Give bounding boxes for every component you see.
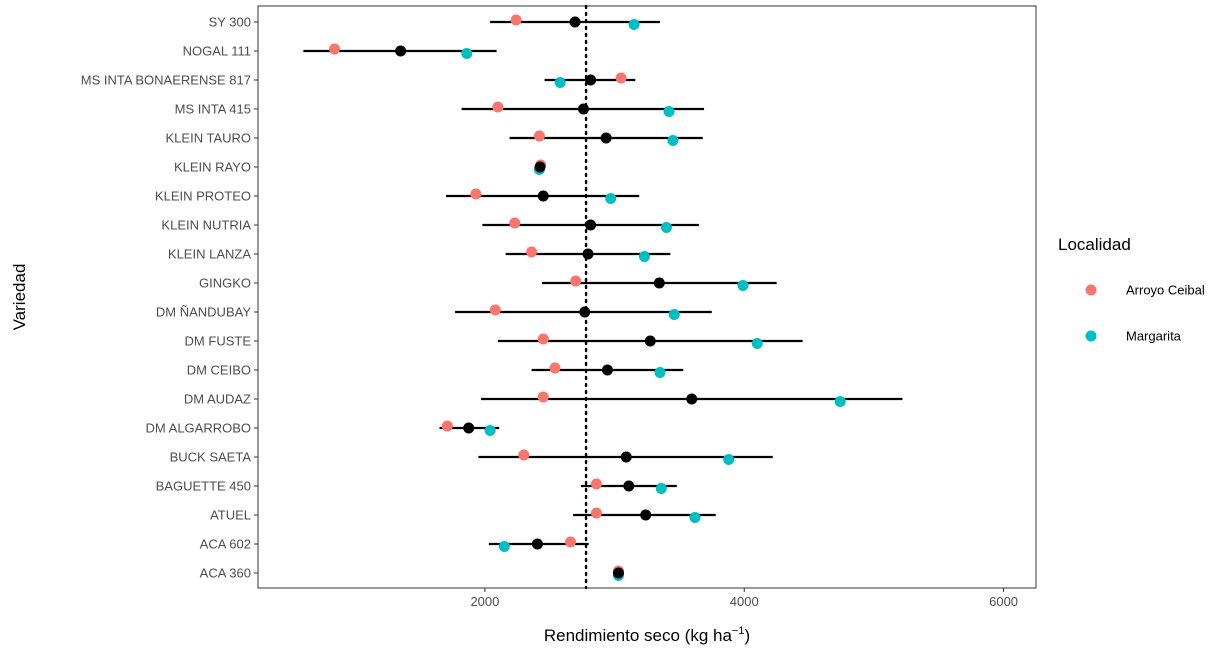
point-arroyo-ceibal <box>441 420 453 432</box>
y-tick-label: MS INTA BONAERENSE 817 <box>81 73 251 88</box>
point-arroyo-ceibal <box>489 304 501 316</box>
point-margarita <box>668 309 680 320</box>
point-mean <box>601 364 613 376</box>
point-margarita <box>737 280 749 291</box>
point-mean <box>577 103 589 115</box>
point-margarita <box>655 483 667 494</box>
point-arroyo-ceibal <box>564 536 576 548</box>
point-arroyo-ceibal <box>590 507 602 519</box>
point-mean <box>600 132 612 144</box>
point-arroyo-ceibal <box>329 43 341 55</box>
point-margarita <box>638 251 650 262</box>
point-margarita <box>723 454 735 465</box>
point-margarita <box>554 77 566 88</box>
plot-panel <box>257 5 1037 589</box>
point-arroyo-ceibal <box>570 275 582 287</box>
y-tick-label: DM AUDAZ <box>184 392 251 407</box>
point-margarita <box>461 48 473 59</box>
point-arroyo-ceibal <box>510 14 522 26</box>
point-arroyo-ceibal <box>533 130 545 142</box>
point-arroyo-ceibal <box>615 72 627 84</box>
x-axis-title-suffix: ) <box>744 626 750 645</box>
point-mean <box>395 45 407 57</box>
x-axis-title-superscript: −1 <box>732 625 745 637</box>
point-margarita <box>498 541 510 552</box>
y-tick-label: DM ÑANDUBAY <box>156 305 251 320</box>
point-margarita <box>605 193 617 204</box>
y-tick-label: KLEIN PROTEO <box>155 189 251 204</box>
y-axis-title: Variedad <box>10 264 29 331</box>
point-arroyo-ceibal <box>509 217 521 229</box>
point-mean <box>579 306 591 318</box>
x-tick-label: 4000 <box>730 594 759 609</box>
point-mean <box>686 393 698 405</box>
point-mean <box>585 219 597 231</box>
point-mean <box>640 509 652 521</box>
point-mean <box>537 190 549 202</box>
point-arroyo-ceibal <box>518 449 530 461</box>
point-mean <box>569 16 581 28</box>
point-mean <box>463 422 475 434</box>
y-tick-label: ACA 360 <box>200 566 251 581</box>
point-margarita <box>834 396 846 407</box>
y-tick-label: KLEIN RAYO <box>174 160 251 175</box>
y-tick-label: SY 300 <box>209 15 251 30</box>
y-tick-label: NOGAL 111 <box>183 44 251 59</box>
legend-key <box>1085 284 1097 296</box>
point-arroyo-ceibal <box>590 478 602 490</box>
y-tick-label: DM ALGARROBO <box>146 421 251 436</box>
point-mean <box>531 538 543 550</box>
point-mean <box>585 74 597 86</box>
legend-title: Localidad <box>1058 235 1131 254</box>
legend-label: Arroyo Ceibal <box>1126 283 1205 298</box>
point-margarita <box>689 512 701 523</box>
point-margarita <box>654 367 666 378</box>
data-marks <box>303 14 903 581</box>
y-tick-label: KLEIN TAURO <box>166 131 251 146</box>
point-margarita <box>663 106 675 117</box>
point-mean <box>644 335 656 347</box>
y-tick-label: KLEIN LANZA <box>168 247 251 262</box>
y-tick-label: BAGUETTE 450 <box>156 479 251 494</box>
y-tick-label: ACA 602 <box>200 537 251 552</box>
x-axis-title-text: Rendimiento seco (kg ha <box>544 626 733 645</box>
legend-label: Margarita <box>1126 329 1182 344</box>
x-tick-label: 2000 <box>470 594 499 609</box>
point-margarita <box>484 425 496 436</box>
x-tick-label: 6000 <box>989 594 1018 609</box>
legend: Localidad Arroyo Ceibal Margarita <box>1058 235 1205 344</box>
y-tick-label: KLEIN NUTRIA <box>161 218 251 233</box>
y-tick-label: MS INTA 415 <box>175 102 251 117</box>
point-mean <box>620 451 632 463</box>
y-tick-label: ATUEL <box>210 508 251 523</box>
x-axis: 2000 4000 6000 <box>470 588 1018 609</box>
point-margarita <box>660 222 672 233</box>
y-tick-label: DM FUSTE <box>185 334 252 349</box>
point-mean <box>582 248 594 260</box>
y-tick-label: BUCK SAETA <box>170 450 252 465</box>
x-axis-title: Rendimiento seco (kg ha−1) <box>544 625 750 645</box>
point-mean <box>534 161 546 173</box>
point-arroyo-ceibal <box>526 246 538 258</box>
point-mean <box>623 480 635 492</box>
y-tick-label: DM CEIBO <box>187 363 251 378</box>
point-margarita <box>751 338 763 349</box>
point-arroyo-ceibal <box>470 188 482 200</box>
point-arroyo-ceibal <box>549 362 561 374</box>
point-arroyo-ceibal <box>537 391 549 403</box>
legend-key <box>1085 330 1097 342</box>
point-arroyo-ceibal <box>537 333 549 345</box>
y-axis: SY 300 NOGAL 111 MS INTA BONAERENSE 817 MS … <box>81 15 258 581</box>
point-mean <box>653 277 665 289</box>
legend-items: Arroyo Ceibal Margarita <box>1085 283 1205 344</box>
point-margarita <box>667 135 679 146</box>
y-tick-label: GINGKO <box>199 276 251 291</box>
point-mean <box>612 567 624 579</box>
point-arroyo-ceibal <box>492 101 504 113</box>
point-margarita <box>628 19 640 30</box>
